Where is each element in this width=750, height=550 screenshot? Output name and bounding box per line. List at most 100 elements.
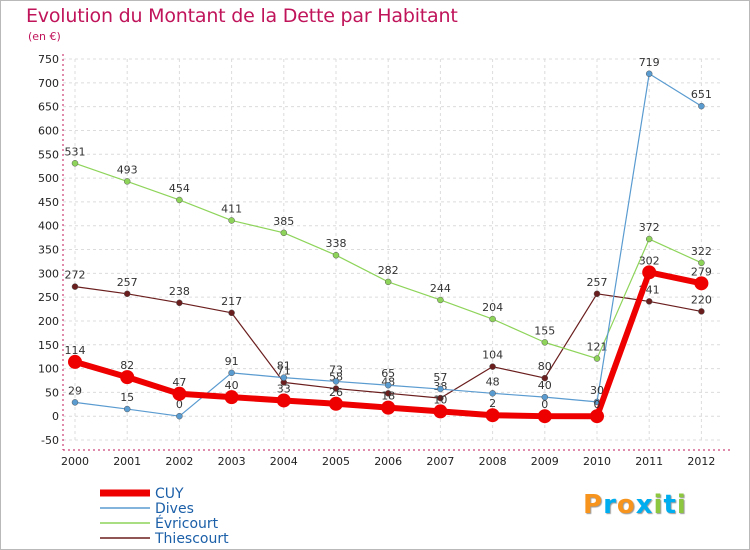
proxiti-logo: Proxiti [583, 490, 687, 520]
data-point-dives [280, 374, 288, 381]
data-point-thiescourt [332, 385, 340, 392]
data-point--vricourt [384, 278, 392, 286]
data-point-thiescourt [228, 309, 235, 317]
data-point-thiescourt [593, 290, 601, 298]
data-point--vricourt [71, 160, 79, 167]
data-point--vricourt [332, 251, 340, 259]
data-label-cuy: 18 [381, 390, 395, 403]
y-tick-label: 350 [38, 244, 59, 257]
data-label-dives: 65 [381, 367, 395, 380]
data-point-cuy [172, 386, 187, 401]
data-label-thiescourt: 257 [587, 276, 608, 289]
data-point-cuy [329, 396, 343, 411]
data-label-dives: 30 [590, 384, 604, 397]
logo-letter: o [616, 490, 636, 520]
data-label-cuy: 302 [639, 254, 660, 267]
y-tick-label: 300 [38, 267, 59, 280]
data-label-dives: 15 [120, 391, 134, 404]
data-label--vricourt: 372 [639, 221, 660, 234]
y-tick-label: 600 [38, 124, 59, 137]
x-tick-label: 2007 [426, 455, 454, 468]
y-tick-label: 500 [38, 172, 59, 185]
data-label-thiescourt: 217 [221, 295, 242, 308]
x-tick-label: 2010 [583, 455, 611, 468]
legend-label-dives: Dives [155, 501, 194, 517]
data-label--vricourt: 282 [378, 264, 399, 277]
x-tick-label: 2002 [165, 455, 193, 468]
data-point-dives [698, 102, 705, 110]
data-point--vricourt [228, 217, 235, 224]
data-point--vricourt [645, 235, 653, 243]
data-point-cuy [224, 390, 239, 405]
data-label-thiescourt: 71 [277, 364, 291, 377]
data-point-cuy [120, 370, 135, 385]
data-point-thiescourt [123, 290, 131, 298]
y-tick-label: 700 [38, 77, 59, 90]
data-point-thiescourt [437, 394, 444, 402]
x-tick-label: 2011 [635, 455, 663, 468]
data-point-dives [176, 412, 183, 420]
data-label-thiescourt: 80 [538, 360, 552, 373]
data-label-cuy: 114 [65, 344, 86, 357]
data-point-thiescourt [384, 390, 392, 397]
data-label-dives: 0 [176, 398, 183, 411]
data-label--vricourt: 204 [482, 301, 503, 314]
y-tick-label: 100 [38, 363, 59, 376]
data-label--vricourt: 531 [65, 145, 86, 158]
data-point-cuy [276, 393, 291, 408]
data-label-dives: 91 [225, 355, 239, 368]
y-tick-label: 0 [52, 410, 59, 423]
y-tick-label: 400 [38, 220, 59, 233]
data-point-dives [123, 405, 131, 413]
x-tick-label: 2003 [218, 455, 246, 468]
data-label-dives: 48 [486, 375, 500, 388]
data-point-dives [228, 369, 235, 377]
x-tick-label: 2004 [270, 455, 298, 468]
data-point-cuy [381, 400, 396, 415]
y-tick-label: 750 [38, 53, 59, 66]
data-label--vricourt: 338 [326, 237, 347, 250]
data-label--vricourt: 244 [430, 282, 451, 295]
data-point-thiescourt [71, 283, 79, 290]
y-tick-label: 250 [38, 291, 59, 304]
data-label-cuy: 82 [120, 359, 134, 372]
data-point-dives [489, 390, 496, 397]
data-label-cuy: 0 [594, 398, 601, 411]
data-label-cuy: 47 [172, 376, 186, 389]
data-point--vricourt [123, 178, 131, 185]
data-point--vricourt [698, 259, 705, 267]
y-tick-label: 50 [45, 386, 59, 399]
data-label--vricourt: 493 [117, 163, 138, 176]
data-point-thiescourt [176, 299, 183, 307]
data-point--vricourt [593, 355, 601, 362]
data-label-cuy: 0 [541, 398, 548, 411]
data-label-dives: 719 [639, 56, 660, 69]
x-tick-label: 2009 [531, 455, 559, 468]
data-label-thiescourt: 104 [482, 349, 503, 362]
data-label-dives: 29 [68, 384, 82, 397]
data-point-dives [645, 70, 653, 78]
data-label--vricourt: 454 [169, 182, 190, 195]
data-label--vricourt: 155 [534, 324, 555, 337]
chart-subtitle: (en €) [28, 30, 61, 43]
data-label-dives: 57 [433, 371, 447, 384]
legend-label--vricourt: Évricourt [155, 515, 219, 532]
y-tick-label: 150 [38, 339, 59, 352]
data-label-cuy: 33 [277, 382, 291, 395]
data-label-cuy: 26 [329, 386, 343, 399]
data-point-cuy [68, 354, 82, 369]
y-tick-label: 450 [38, 196, 59, 209]
data-point-cuy [485, 408, 500, 423]
data-label-cuy: 40 [225, 379, 239, 392]
data-label-thiescourt: 238 [169, 285, 190, 298]
data-point-dives [384, 381, 392, 389]
y-tick-label: -50 [41, 434, 59, 447]
data-label-dives: 651 [691, 88, 712, 101]
x-tick-label: 2006 [374, 455, 402, 468]
data-point--vricourt [176, 196, 183, 204]
data-point-cuy [590, 409, 604, 424]
data-point--vricourt [280, 229, 288, 237]
logo-letter: i [653, 490, 664, 520]
x-tick-label: 2012 [687, 455, 715, 468]
